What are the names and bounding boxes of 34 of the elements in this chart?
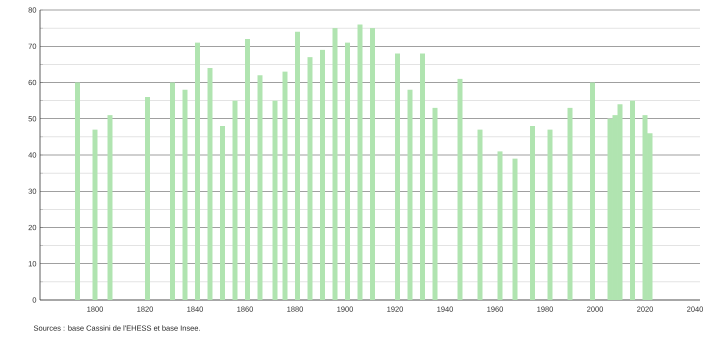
bar: [320, 50, 326, 300]
bar: [170, 82, 176, 300]
bar: [258, 75, 263, 300]
bar: [92, 130, 98, 300]
bar: [332, 28, 338, 300]
bar: [408, 90, 413, 300]
bar: [358, 24, 363, 300]
bar: [245, 39, 250, 300]
bar: [220, 126, 226, 300]
bar: [548, 130, 553, 300]
bar: [345, 42, 350, 300]
bar: [182, 90, 188, 300]
bar: [420, 54, 426, 300]
bar: [75, 82, 80, 300]
bar: [370, 28, 376, 300]
bar: [512, 158, 518, 300]
bar: [295, 32, 300, 300]
bar: [108, 115, 113, 300]
bar: [395, 54, 400, 300]
bar: [590, 82, 596, 300]
bar: [195, 42, 200, 300]
bar: [232, 100, 238, 300]
bar: [282, 72, 288, 300]
bar: [630, 100, 636, 300]
bar: [458, 78, 463, 300]
bar: [272, 100, 278, 300]
bar: [530, 126, 536, 300]
bar: [208, 68, 213, 300]
bar: [145, 97, 150, 300]
bar: [498, 151, 503, 300]
bar: [432, 108, 438, 300]
bar: [568, 108, 573, 300]
bar: [308, 57, 313, 300]
bar: [478, 130, 483, 300]
